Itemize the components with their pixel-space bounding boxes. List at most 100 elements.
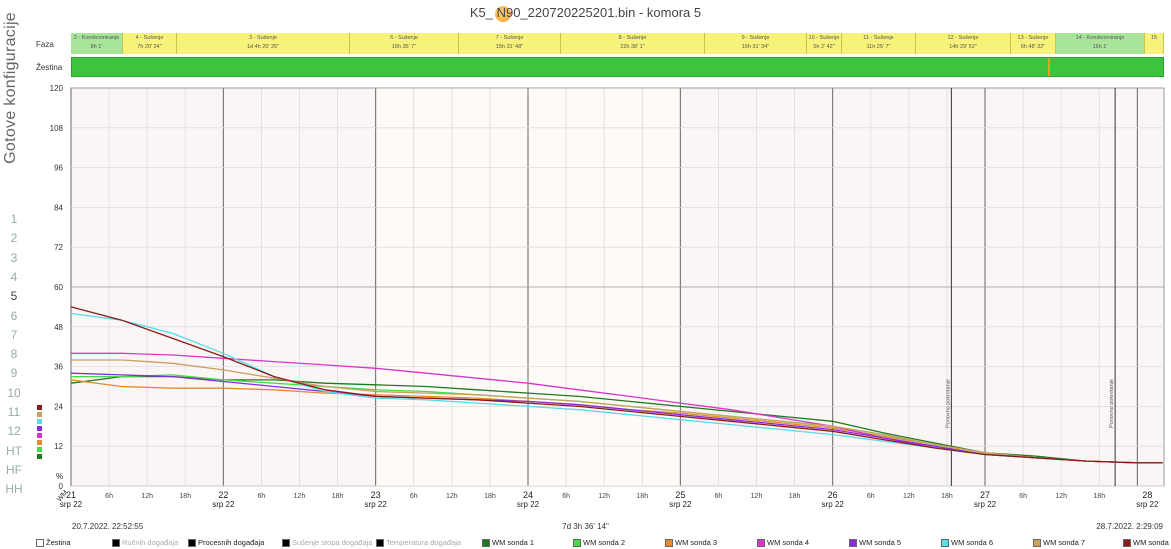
series-key [37, 419, 42, 424]
config-item-12[interactable]: 12 [7, 424, 21, 439]
x-hour-label: 6h [1019, 493, 1027, 500]
x-month-label: srp 22 [212, 500, 235, 509]
title-bar: K5_ N90_220720225201.bin - komora 5 [0, 0, 1171, 30]
legend-toggle[interactable]: WM sonda 6 [941, 537, 993, 548]
phase-duration: 1d 4h 20' 25" [246, 44, 280, 50]
legend-swatch [376, 539, 384, 548]
config-item-4[interactable]: 4 [10, 269, 18, 284]
config-item-10[interactable]: 10 [7, 385, 21, 400]
phase-duration: 15h 31' 48" [495, 44, 524, 50]
legend-toggle[interactable]: Sušenje stopa događaja [282, 537, 372, 548]
y-tick-label: 96 [54, 164, 63, 173]
legend-swatch [282, 539, 290, 548]
phase-segment[interactable]: 6 - Sušenje 16h 35' 7" [350, 33, 459, 54]
legend-toggle[interactable]: WM sonda 8 [1123, 537, 1171, 548]
y-tick-label: 24 [54, 402, 63, 411]
config-item-3[interactable]: 3 [10, 250, 18, 265]
legend-toggle[interactable]: WM sonda 5 [849, 537, 901, 548]
config-item-6[interactable]: 6 [10, 308, 18, 323]
phase-segment[interactable]: 14 - Kondicioniranje 16h 1' [1056, 33, 1145, 54]
config-item-11[interactable]: 11 [7, 405, 21, 419]
phase-timeline: 2 - Kondicioniranje 8h 1' 4 - Sušenje 7h 20… [71, 33, 1164, 54]
config-item-9[interactable]: 9 [10, 366, 18, 381]
legend-label: WM sonda 7 [1043, 538, 1086, 547]
x-month-label: srp 22 [365, 500, 388, 509]
phase-duration: 7h 20' 24" [137, 44, 162, 50]
legend-swatch [112, 539, 120, 548]
phase-segment[interactable]: 12 - Sušenje 14h 29' 52" [916, 33, 1011, 54]
phase-segment[interactable]: 4 - Sušenje 7h 20' 24" [123, 33, 177, 54]
series-key [37, 426, 42, 431]
phase-name: 11 - Sušenje [863, 35, 894, 41]
x-hour-label: 12h [294, 493, 306, 500]
phase-duration: 16h 35' 7" [391, 44, 417, 50]
legend-toggle[interactable]: WM sonda 2 [573, 537, 625, 548]
phase-duration: 22h 38' 1" [620, 44, 645, 50]
x-hour-label: 6h [258, 493, 266, 500]
config-item-7[interactable]: 7 [10, 327, 18, 342]
series-key [37, 447, 42, 452]
series-key [37, 440, 42, 445]
phase-name: 10 - Sušenje [808, 35, 840, 41]
phase-segment[interactable]: 15 [1145, 33, 1164, 54]
zestina-marker [1048, 58, 1050, 76]
config-item-2[interactable]: 2 [10, 231, 18, 246]
legend-toggle[interactable]: Žestina [36, 537, 71, 548]
config-item-8[interactable]: 8 [10, 347, 18, 362]
x-hour-label: 6h [105, 493, 113, 500]
series-key [37, 433, 42, 438]
config-item-hf[interactable]: HF [6, 462, 22, 477]
config-item-1[interactable]: 1 [10, 212, 18, 226]
phase-segment[interactable]: 13 - Sušenje 6h 48' 32" [1011, 33, 1056, 54]
phase-duration: 16h 1' [1092, 44, 1108, 50]
faza-label: Faza [36, 40, 54, 49]
legend-toggle[interactable]: WM sonda 3 [665, 537, 717, 548]
phase-segment[interactable]: 10 - Sušenje 5h 2' 42" [807, 33, 842, 54]
legend-swatch [665, 539, 673, 548]
duration-text: 7d 3h 36' 14" [562, 522, 609, 531]
series-line [71, 359, 1163, 464]
legend-toggle[interactable]: WM sonda 7 [1033, 537, 1085, 548]
phase-name: 6 - Sušenje [390, 35, 418, 41]
config-item-hh[interactable]: HH [5, 482, 23, 497]
y-tick-label: 120 [50, 84, 64, 93]
phase-segment[interactable]: 9 - Sušenje 16h 31' 34" [705, 33, 807, 54]
config-item-ht[interactable]: HT [6, 443, 22, 458]
x-hour-label: 12h [141, 493, 153, 500]
config-item-5[interactable]: 5 [10, 289, 18, 304]
phase-segment[interactable]: 3 - Sušenje 1d 4h 20' 25" [177, 33, 350, 54]
phase-segment[interactable]: 8 - Sušenje 22h 38' 1" [561, 33, 705, 54]
x-hour-label: 18h [1093, 493, 1105, 500]
legend-toggle[interactable]: WM sonda 1 [482, 537, 534, 548]
x-day-label: 22 [218, 490, 228, 500]
phase-name: 9 - Sušenje [741, 35, 770, 41]
legend-label: WM sonda 3 [675, 538, 718, 547]
legend-label: WM sonda 1 [492, 538, 535, 547]
legend-toggle[interactable]: Procesnih događaja [188, 537, 264, 548]
legend-swatch [757, 539, 765, 548]
phase-segment[interactable]: 2 - Kondicioniranje 8h 1' [71, 33, 123, 54]
phase-segment[interactable]: 11 - Sušenje 11h 25' 7" [842, 33, 916, 54]
x-hour-label: 12h [446, 493, 458, 500]
legend-toggle[interactable]: WM sonda 4 [757, 537, 809, 548]
event-label: Ponovno pokretanje [1109, 379, 1115, 428]
x-day-label: 21 [66, 490, 76, 500]
legend-toggle[interactable]: Temperatura događaja [376, 537, 461, 548]
phase-segment[interactable]: 7 - Sušenje 15h 31' 48" [459, 33, 561, 54]
y-tick-label: 72 [54, 243, 63, 252]
legend-label: WM sonda 5 [859, 538, 902, 547]
phase-duration: 6h 48' 32" [1020, 44, 1046, 50]
x-hour-label: 6h [715, 493, 723, 500]
legend-swatch [941, 539, 949, 548]
phase-name: 12 - Sušenje [947, 35, 979, 41]
x-day-label: 26 [828, 490, 838, 500]
legend-label: Temperatura događaja [386, 538, 462, 547]
legend-swatch [188, 539, 196, 548]
series-key [37, 412, 42, 417]
zestina-label: Žestina [36, 63, 63, 72]
sidebar: Gotove konfiguracije 1 2 3 4 5 6 7 8 9 10 11 12 HT HF… [0, 0, 34, 549]
legend-label: WM sonda 8 [1133, 538, 1171, 547]
legend-label: Sušenje stopa događaja [292, 538, 373, 547]
legend-toggle[interactable]: Ručnih događaja [112, 537, 178, 548]
phase-duration: 8h 1' [90, 44, 103, 50]
